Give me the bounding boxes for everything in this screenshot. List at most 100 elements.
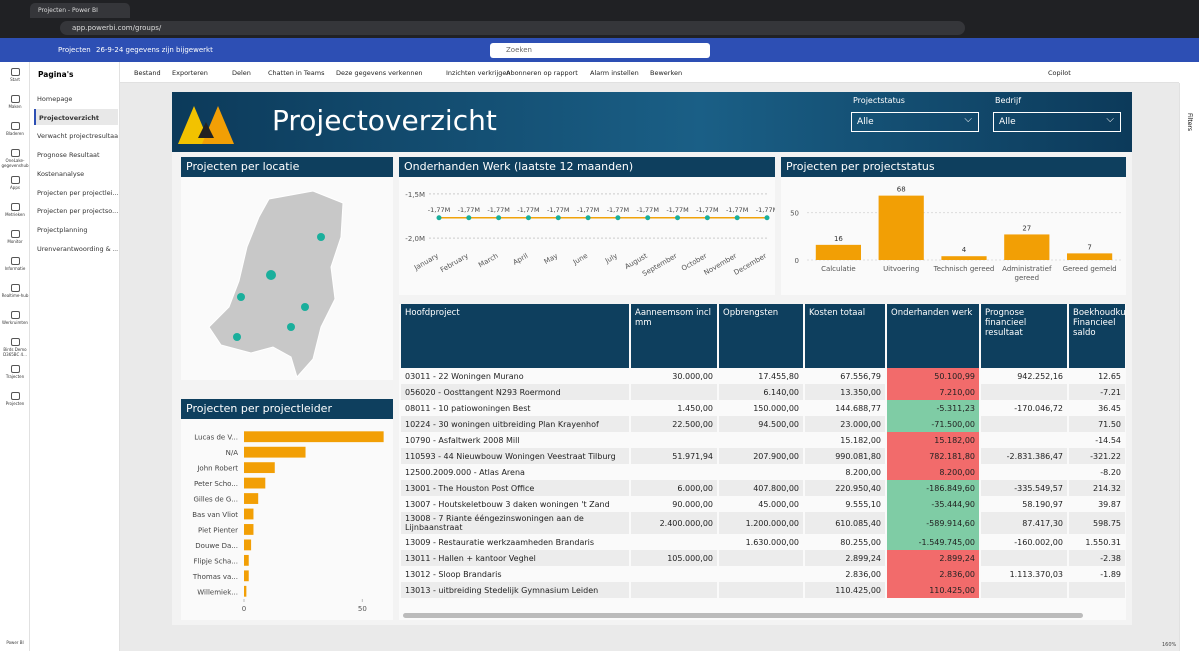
bar — [244, 493, 259, 504]
scrollbar[interactable] — [403, 613, 1083, 618]
nav-item[interactable]: Monitor — [0, 230, 30, 244]
filters-label[interactable]: Filters — [1186, 113, 1193, 131]
nav-label: OneLake-gegevenshub — [1, 158, 29, 168]
table-body: 03011 - 22 Woningen Murano 30.000,00 17.45… — [401, 368, 1125, 598]
table-cell: -321.22 — [1069, 448, 1125, 464]
column-header[interactable]: Kosten totaal — [805, 304, 885, 368]
toolbar-button[interactable]: Bewerken — [650, 69, 683, 77]
filters-pane[interactable]: Filters — [1179, 83, 1199, 651]
column-header[interactable]: Aanneemsom incl mm — [631, 304, 717, 368]
table-head: Hoofdproject Aanneemsom incl mm Opbrengste… — [401, 304, 1125, 368]
nav-item[interactable]: Apps — [0, 176, 30, 190]
page-item[interactable]: Projectplanning — [37, 225, 88, 234]
y-tick-label: Piet Pienter — [198, 526, 238, 534]
y-tick-label: Flipje Scha... — [193, 557, 238, 565]
table-cell — [719, 582, 803, 598]
nav-label: Werkruimten — [2, 320, 28, 325]
refresh-info[interactable]: 26-9-24 gegevens zijn bijgewerkt — [96, 46, 213, 54]
page-item[interactable]: Urenverantwoording & ... — [37, 244, 118, 253]
nav-icon — [10, 122, 20, 130]
column-header[interactable]: Boekhoudkundig Financieel saldo — [1069, 304, 1125, 368]
nav-item[interactable]: Metrieken — [0, 203, 30, 217]
y-tick-label: -2,0M — [405, 235, 425, 243]
table-visual: Hoofdproject Aanneemsom incl mm Opbrengste… — [399, 304, 1126, 620]
page-item[interactable]: Homepage — [37, 95, 73, 103]
page-item[interactable]: Kostenanalyse — [37, 169, 85, 178]
table-cell — [631, 432, 717, 448]
slicer-dropdown[interactable]: Alle ⌵ — [993, 112, 1121, 132]
table-cell: 110593 - 44 Nieuwbouw Woningen Veestraat… — [401, 448, 629, 464]
toolbar-button[interactable]: Abonneren op rapport — [506, 69, 578, 77]
x-tick-label: 50 — [358, 605, 367, 613]
toolbar-button[interactable]: Chatten in Teams — [268, 69, 325, 77]
table-cell: 782.181,80 — [887, 448, 979, 464]
bar — [941, 256, 987, 260]
x-tick-label: Gereed gemeld — [1062, 265, 1117, 273]
toolbar-button[interactable]: Inzichten verkrijgen — [446, 69, 511, 77]
nav-icon — [10, 311, 20, 319]
table-cell — [631, 384, 717, 400]
table-cell — [981, 416, 1067, 432]
nav-item[interactable]: Start — [0, 68, 30, 82]
chevron: ⌵ — [1106, 114, 1114, 125]
table-cell: 6.000,00 — [631, 480, 717, 496]
table-row: 13009 - Restauratie werkzaamheden Branda… — [401, 534, 1125, 550]
nav-item[interactable]: Birds Demo D365BC 4... — [0, 338, 30, 357]
nav-item[interactable]: Realtime-hub — [0, 284, 30, 298]
table-cell: 67.556,79 — [840, 371, 881, 381]
chevron: ⌵ — [964, 114, 972, 125]
zoom-level[interactable]: 160% — [1162, 642, 1177, 648]
nav-icon — [10, 149, 20, 157]
table-cell — [631, 566, 717, 582]
table-cell — [719, 550, 803, 566]
table-cell — [981, 464, 1067, 480]
page-item[interactable]: Projecten per projectso... — [37, 207, 118, 216]
table-row: 13007 - Houtskeletbouw 3 daken woningen … — [401, 496, 1125, 512]
toolbar-button[interactable]: Exporteren — [172, 69, 208, 77]
page-item[interactable]: Prognose Resultaat — [37, 151, 100, 160]
toolbar-button[interactable]: Deze gegevens verkennen — [336, 69, 423, 77]
search-box[interactable]: Zoeken — [490, 43, 710, 58]
table-cell: 220.950,40 — [805, 480, 885, 496]
page-item[interactable]: Verwacht projectresultaat — [37, 132, 118, 141]
slicer-dropdown[interactable]: Alle ⌵ — [851, 112, 979, 132]
table-cell: 17.455,80 — [758, 371, 799, 381]
nav-footer[interactable]: Power BI — [6, 640, 24, 645]
table-cell — [631, 582, 717, 598]
nav-item[interactable]: Maken — [0, 95, 30, 109]
column-header[interactable]: Prognose financieel resultaat — [981, 304, 1067, 368]
toolbar-button[interactable]: Delen — [232, 69, 251, 77]
table-cell: 990.081,80 — [805, 448, 885, 464]
page-item[interactable]: Projecten per projectlei... — [37, 188, 118, 197]
bar — [815, 244, 862, 260]
column-header[interactable]: Onderhanden werk — [887, 304, 979, 368]
address-bar[interactable]: app.powerbi.com/groups/ — [60, 21, 965, 35]
nav-item[interactable]: OneLake-gegevenshub — [0, 149, 30, 168]
nav-item[interactable]: Projecten — [0, 392, 30, 406]
table-row: 08011 - 10 patiowoningen Best 1.450,00 150… — [401, 400, 1125, 416]
column-header[interactable]: Opbrengsten — [719, 304, 803, 368]
nav-item[interactable]: Trajecten — [0, 365, 30, 379]
table-row: 13001 - The Houston Post Office 6.000,00 4… — [401, 480, 1125, 496]
x-tick-label: Administratief gereed — [1002, 265, 1052, 282]
data-label: 4 — [962, 246, 967, 254]
table-cell — [1069, 582, 1125, 598]
nav-item[interactable]: Werkruimten — [0, 311, 30, 325]
browser-tab[interactable]: Projecten - Power BI — [30, 3, 130, 18]
toolbar-button[interactable]: Alarm instellen — [590, 69, 639, 77]
workspace[interactable]: Projecten — [58, 46, 91, 54]
marker — [436, 215, 442, 221]
nav-label: Bladeren — [6, 131, 24, 136]
toolbar-button[interactable]: Bestand — [134, 69, 161, 77]
nav-item[interactable]: Informatie — [0, 257, 30, 271]
column-header[interactable]: Hoofdproject — [401, 304, 629, 368]
data-label: -1,77M — [607, 206, 629, 214]
data-label: -1,77M — [696, 206, 718, 214]
copilot-button[interactable]: Copilot — [1048, 69, 1071, 77]
nav-item[interactable]: Bladeren — [0, 122, 30, 136]
table-cell: 144.688,77 — [835, 403, 881, 413]
data-label: 68 — [897, 186, 906, 194]
x-tick-label: January — [412, 252, 440, 273]
nav-icon — [10, 230, 20, 238]
page-item[interactable]: Projectoverzicht — [34, 108, 118, 125]
